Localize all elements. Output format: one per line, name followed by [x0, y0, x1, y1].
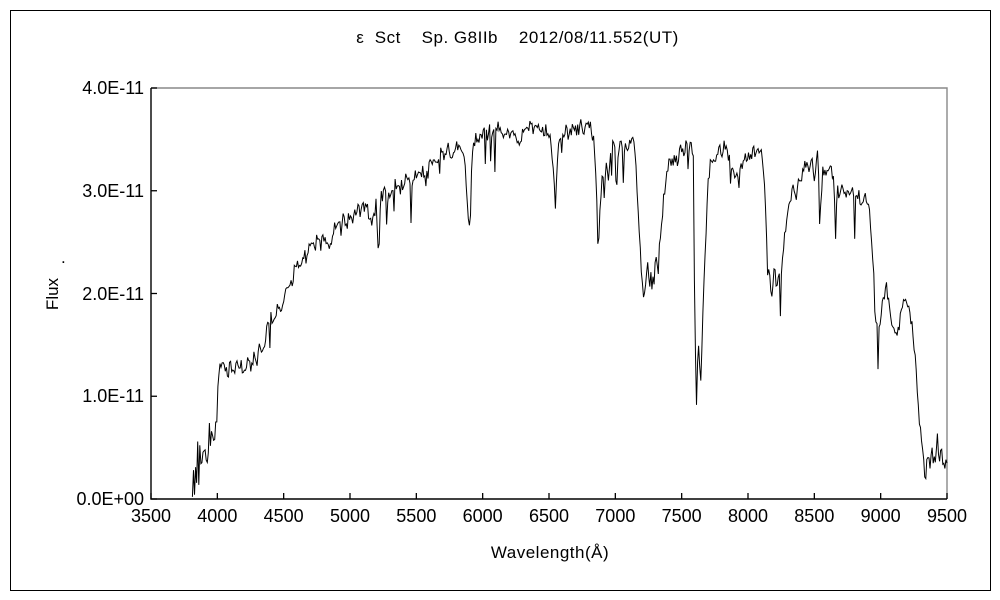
x-tick-label: 6500	[528, 506, 570, 526]
y-tick-label: 4.0E-11	[82, 78, 144, 98]
x-tick-label: 6000	[462, 506, 503, 526]
y-axis-stray-dot: .	[61, 248, 66, 267]
axis-ticks	[150, 87, 948, 500]
x-tick-label: 7000	[595, 506, 636, 526]
image-border	[10, 10, 991, 591]
y-tick-label: 1.0E-11	[82, 386, 144, 407]
y-tick-label: 0.0E+00	[76, 489, 144, 509]
x-tick-label: 8500	[794, 506, 835, 526]
x-tick-label: 5000	[329, 506, 371, 526]
y-tick-label: 2.0E-11	[82, 283, 144, 304]
x-tick-label: 3500	[130, 506, 172, 526]
plot-axes-left-bottom	[150, 88, 947, 500]
x-tick-label: 8000	[727, 506, 769, 526]
spectrum-line	[191, 119, 948, 497]
x-tick-label: 5500	[396, 506, 437, 526]
x-tick-label: 9500	[926, 506, 968, 526]
chart-title: ε Sct Sp. G8IIb 2012/08/11.552(UT)	[356, 28, 679, 47]
plot-frame-top-right	[151, 87, 948, 499]
x-tick-label: 7500	[661, 506, 702, 526]
x-tick-label: 4000	[197, 506, 238, 526]
x-tick-label: 4500	[263, 506, 304, 526]
y-tick-label: 3.0E-11	[82, 180, 144, 201]
x-tick-label: 9000	[860, 506, 901, 526]
x-axis-label: Wavelength(Å)	[490, 543, 610, 562]
